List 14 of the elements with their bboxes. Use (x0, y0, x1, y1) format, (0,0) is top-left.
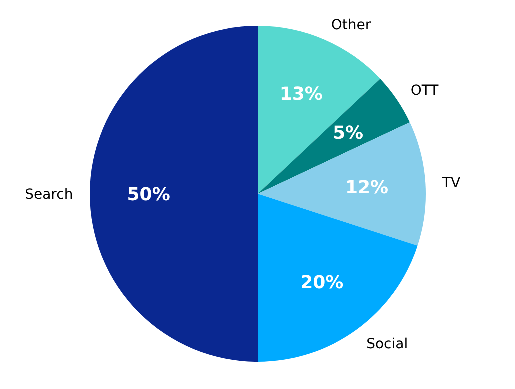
data-label: 13% (280, 84, 323, 106)
slice-label: Social (366, 336, 408, 352)
slice-label: OTT (410, 83, 440, 100)
pie-slice (258, 122, 426, 246)
pie-slice (90, 26, 258, 362)
data-label: 50% (127, 184, 170, 206)
pie-slice (258, 194, 418, 362)
data-label: 20% (300, 272, 344, 294)
data-label: 5% (333, 122, 364, 144)
data-label: 12% (345, 177, 389, 198)
slice-label: Other (331, 17, 372, 34)
slice-label: TV (441, 175, 461, 192)
pie-slice (258, 78, 410, 194)
slice-label: Search (25, 186, 74, 203)
